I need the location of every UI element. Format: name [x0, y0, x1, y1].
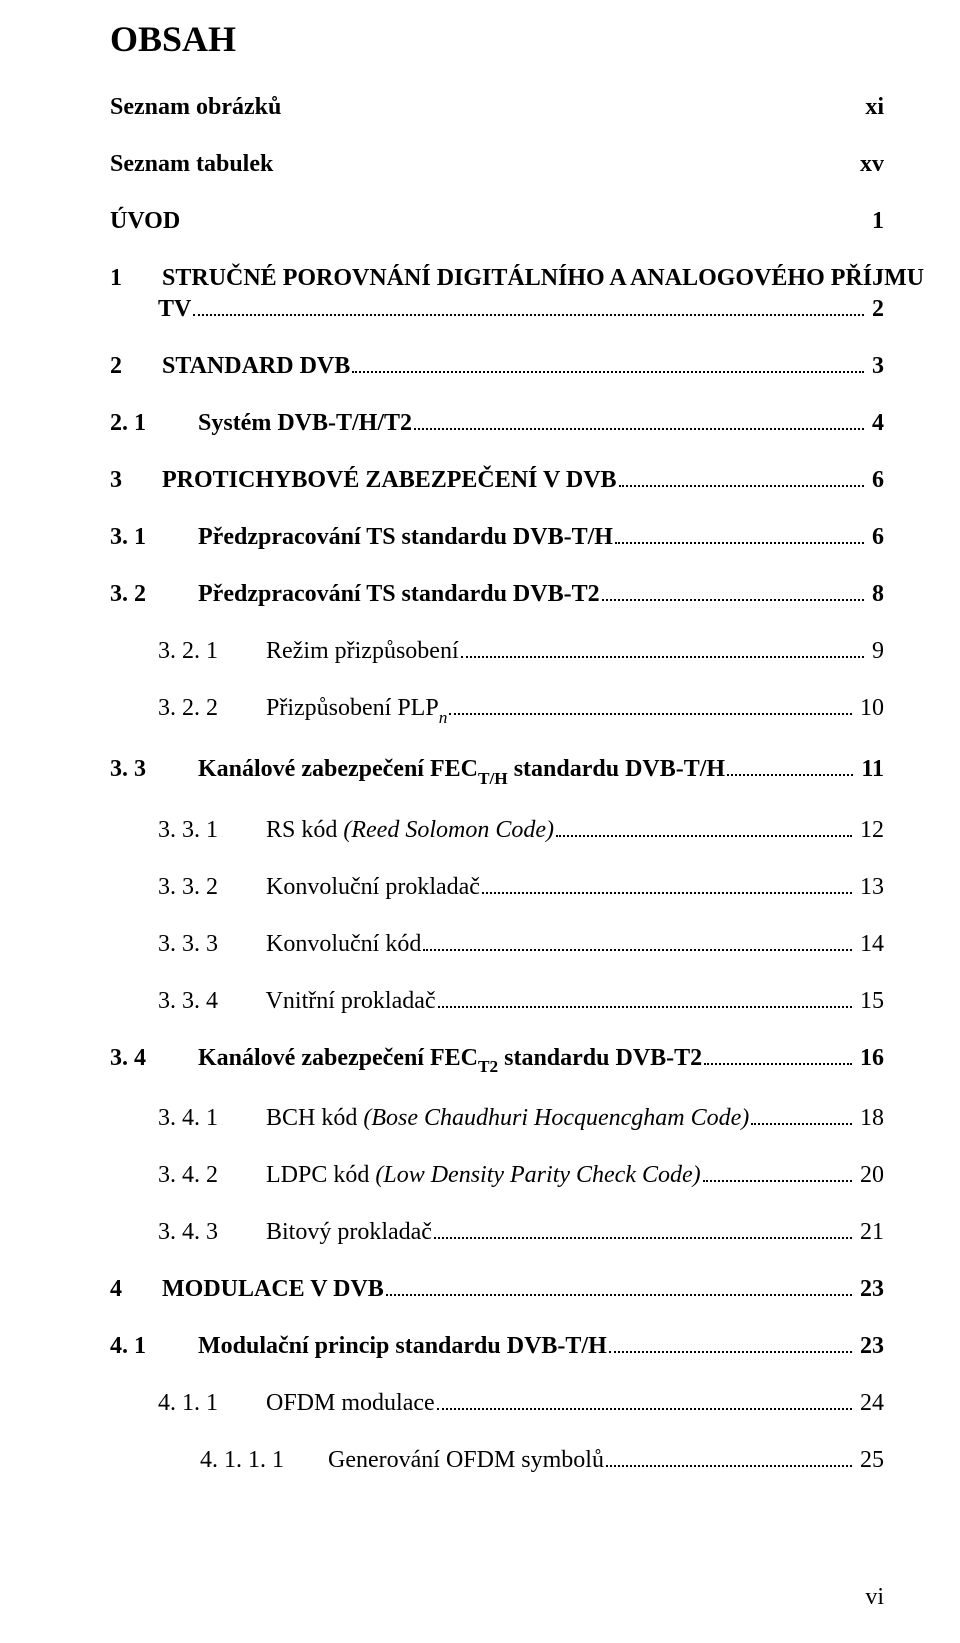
toc-leader-dots [352, 371, 864, 373]
toc-entry: 3. 1 Předzpracování TS standardu DVB-T/H… [110, 524, 884, 551]
toc-entry-page: 3 [866, 353, 884, 380]
toc-entry-page: 9 [866, 638, 884, 665]
toc-entry-label: 4. 1. 1 OFDM modulace [158, 1390, 435, 1417]
toc-entry-label: 3. 4. 1 BCH kód (Bose Chaudhuri Hocquenc… [158, 1105, 749, 1132]
toc-entry-label: 2 STANDARD DVB [110, 353, 350, 380]
toc-leader-dots [193, 314, 864, 316]
toc-entry-label: 2. 1 Systém DVB-T/H/T2 [110, 410, 412, 437]
toc-leader-dots [423, 949, 852, 951]
toc-entry: 3. 4. 3 Bitový prokladač 21 [110, 1219, 884, 1246]
toc-leader-dots [434, 1237, 852, 1239]
toc-entry: 3. 2. 1 Režim přizpůsobení 9 [110, 638, 884, 665]
toc-entry-label: 3. 4. 2 LDPC kód (Low Density Parity Che… [158, 1162, 701, 1189]
toc-entry-page: 16 [854, 1045, 884, 1072]
toc-entry-label: 3. 1 Předzpracování TS standardu DVB-T/H [110, 524, 613, 551]
toc-entry: 4. 1. 1 OFDM modulace 24 [110, 1390, 884, 1417]
toc-leader-dots [438, 1006, 852, 1008]
toc-entry: Seznam obrázků xi [110, 94, 884, 121]
toc-entry: ÚVOD 1 [110, 208, 884, 235]
toc-entry: 3. 4. 1 BCH kód (Bose Chaudhuri Hocquenc… [110, 1105, 884, 1132]
toc-entry-label: 3. 3. 4 Vnitřní prokladač [158, 988, 436, 1015]
toc-entry: 3. 2 Předzpracování TS standardu DVB-T2 … [110, 581, 884, 608]
page: OBSAH Seznam obrázků xi Seznam tabulek xv ÚV… [0, 0, 960, 1643]
toc-leader-dots [449, 713, 852, 715]
toc-entry-label: Seznam tabulek [110, 151, 273, 178]
toc-entry-page: 8 [866, 581, 884, 608]
toc-entry-label: 3. 4. 3 Bitový prokladač [158, 1219, 432, 1246]
toc-entry-page: 20 [854, 1162, 884, 1189]
toc-leader-dots [609, 1351, 852, 1353]
toc-entry: 4. 1 Modulační princip standardu DVB-T/H… [110, 1333, 884, 1360]
toc-entry-label: ÚVOD [110, 208, 180, 235]
toc-entry-page: 6 [866, 467, 884, 494]
toc-entry-page: 25 [854, 1447, 884, 1474]
toc-entry-label: 3. 3. 2 Konvoluční prokladač [158, 874, 480, 901]
toc-entry-page: 6 [866, 524, 884, 551]
table-of-contents: Seznam obrázkůxiSeznam tabulekxvÚVOD11 S… [110, 94, 884, 1474]
toc-entry-page: 21 [854, 1219, 884, 1246]
toc-entry-page: 11 [855, 756, 884, 783]
toc-leader-dots [602, 599, 864, 601]
toc-entry: TV 2 [110, 296, 884, 323]
toc-entry-page: 12 [854, 817, 884, 844]
document-title: OBSAH [110, 18, 884, 60]
toc-leader-dots [556, 835, 852, 837]
toc-leader-dots [606, 1465, 852, 1467]
toc-entry: 3. 4 Kanálové zabezpečení FECT2 standard… [110, 1045, 884, 1076]
toc-leader-dots [437, 1408, 852, 1410]
toc-entry-page: xi [859, 94, 884, 121]
toc-entry-label: 3. 2. 1 Režim přizpůsobení [158, 638, 459, 665]
toc-entry-label: 3. 2. 2 Přizpůsobení PLPn [158, 695, 447, 726]
toc-leader-dots [386, 1294, 852, 1296]
toc-entry: 3. 4. 2 LDPC kód (Low Density Parity Che… [110, 1162, 884, 1189]
toc-entry-label: 4. 1 Modulační princip standardu DVB-T/H [110, 1333, 607, 1360]
toc-leader-dots [461, 656, 864, 658]
toc-entry-label: 3. 3. 3 Konvoluční kód [158, 931, 421, 958]
toc-leader-dots [414, 428, 864, 430]
toc-entry-page: 4 [866, 410, 884, 437]
toc-entry: 3 PROTICHYBOVÉ ZABEZPEČENÍ V DVB 6 [110, 467, 884, 494]
toc-entry: 3. 3. 3 Konvoluční kód 14 [110, 931, 884, 958]
toc-entry-page: 1 [866, 208, 884, 235]
toc-entry: Seznam tabulek xv [110, 151, 884, 178]
toc-entry-label: 4 MODULACE V DVB [110, 1276, 384, 1303]
toc-leader-dots [751, 1123, 852, 1125]
toc-leader-dots [703, 1180, 852, 1182]
toc-leader-dots [482, 892, 852, 894]
toc-entry-page: 10 [854, 695, 884, 722]
toc-entry-page: 24 [854, 1390, 884, 1417]
toc-entry: 3. 2. 2 Přizpůsobení PLPn 10 [110, 695, 884, 726]
toc-entry-label: 4. 1. 1. 1 Generování OFDM symbolů [200, 1447, 604, 1474]
toc-entry-page: 15 [854, 988, 884, 1015]
toc-entry-label: 3. 2 Předzpracování TS standardu DVB-T2 [110, 581, 600, 608]
toc-entry-page: 18 [854, 1105, 884, 1132]
toc-entry-page: 23 [854, 1276, 884, 1303]
toc-entry-label: 3. 4 Kanálové zabezpečení FECT2 standard… [110, 1045, 702, 1076]
toc-entry-label: Seznam obrázků [110, 94, 281, 121]
toc-entry: 3. 3 Kanálové zabezpečení FECT/H standar… [110, 756, 884, 787]
toc-entry-page: 2 [866, 296, 884, 323]
toc-leader-dots [727, 774, 853, 776]
toc-entry: 4. 1. 1. 1 Generování OFDM symbolů 25 [110, 1447, 884, 1474]
toc-entry-label: 3. 3. 1 RS kód (Reed Solomon Code) [158, 817, 554, 844]
toc-leader-dots [704, 1063, 852, 1065]
toc-entry: 2. 1 Systém DVB-T/H/T2 4 [110, 410, 884, 437]
toc-entry: 3. 3. 2 Konvoluční prokladač 13 [110, 874, 884, 901]
toc-entry-label: TV [158, 296, 191, 323]
toc-entry-page: 13 [854, 874, 884, 901]
toc-entry: 3. 3. 4 Vnitřní prokladač 15 [110, 988, 884, 1015]
toc-leader-dots [619, 485, 864, 487]
toc-entry: 2 STANDARD DVB 3 [110, 353, 884, 380]
toc-entry-label: 3 PROTICHYBOVÉ ZABEZPEČENÍ V DVB [110, 467, 617, 494]
toc-entry-page: 14 [854, 931, 884, 958]
toc-entry: 1 STRUČNÉ POROVNÁNÍ DIGITÁLNÍHO A ANALOG… [110, 265, 884, 292]
toc-entry-page: 23 [854, 1333, 884, 1360]
toc-entry-label: 3. 3 Kanálové zabezpečení FECT/H standar… [110, 756, 725, 787]
page-footer: vi [865, 1584, 884, 1611]
toc-entry-label: 1 STRUČNÉ POROVNÁNÍ DIGITÁLNÍHO A ANALOG… [110, 265, 924, 292]
toc-leader-dots [615, 542, 864, 544]
toc-entry: 4 MODULACE V DVB 23 [110, 1276, 884, 1303]
toc-entry-page: xv [854, 151, 884, 178]
toc-entry: 3. 3. 1 RS kód (Reed Solomon Code) 12 [110, 817, 884, 844]
